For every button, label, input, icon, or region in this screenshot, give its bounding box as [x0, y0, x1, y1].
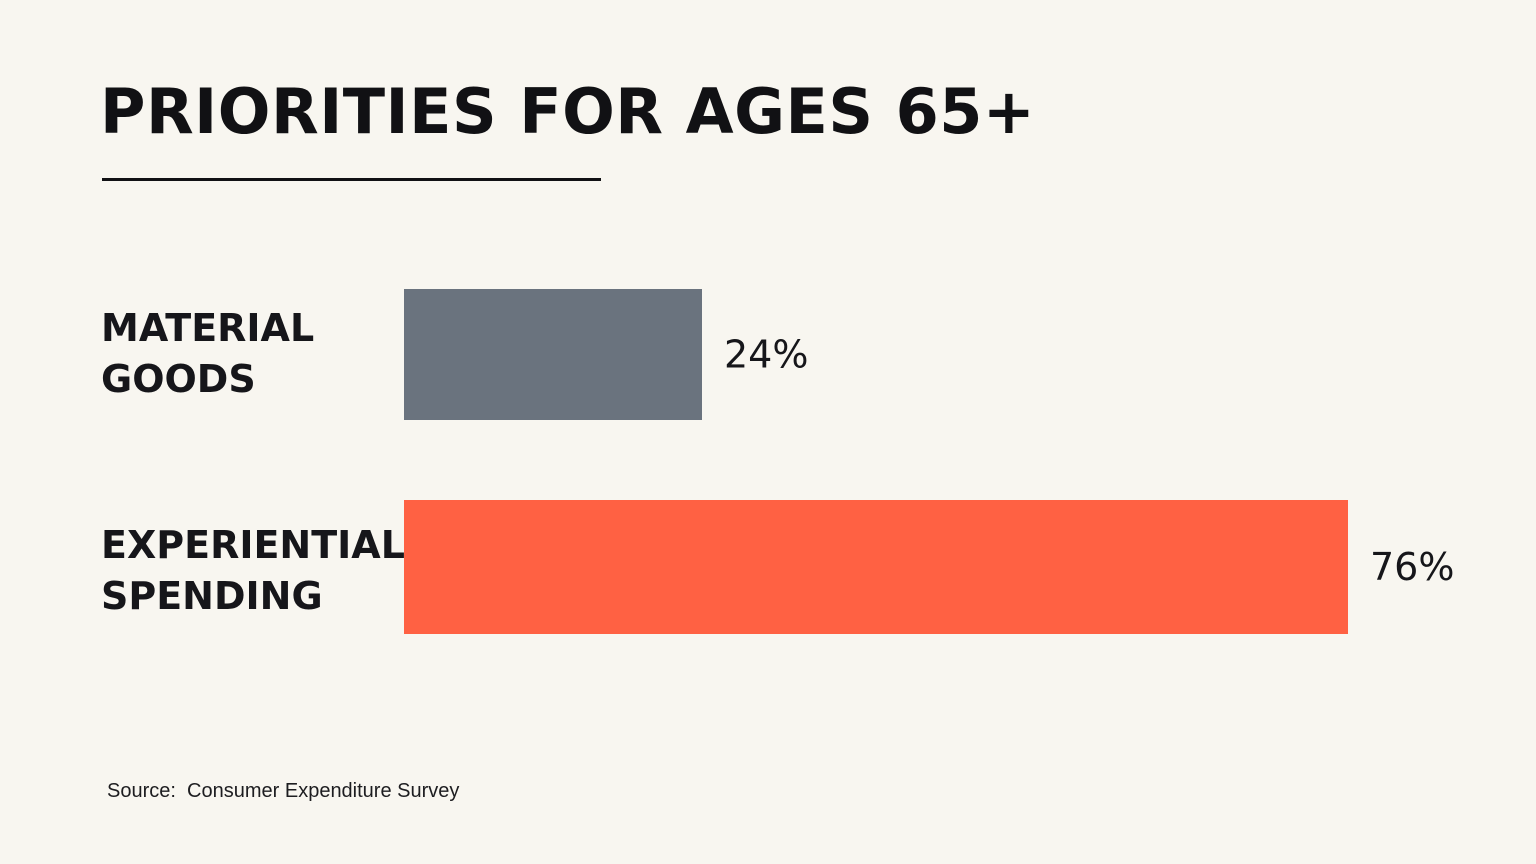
category-label-experiential-spending-line-2: SPENDING	[101, 574, 323, 618]
source-note: Source: Consumer Expenditure Survey	[107, 780, 460, 802]
category-label-material-goods-line-1: MATERIAL	[101, 306, 314, 350]
bar-experiential-spending	[404, 500, 1348, 634]
title-underline	[102, 178, 601, 181]
value-label-experiential-spending: 76%	[1370, 545, 1454, 589]
value-label-material-goods: 24%	[724, 333, 808, 377]
category-label-experiential-spending-line-1: EXPERIENTIAL	[101, 523, 405, 567]
bar-material-goods	[404, 289, 702, 420]
category-label-material-goods-line-2: GOODS	[101, 357, 256, 401]
chart-title: PRIORITIES FOR AGES 65+	[100, 75, 1036, 148]
